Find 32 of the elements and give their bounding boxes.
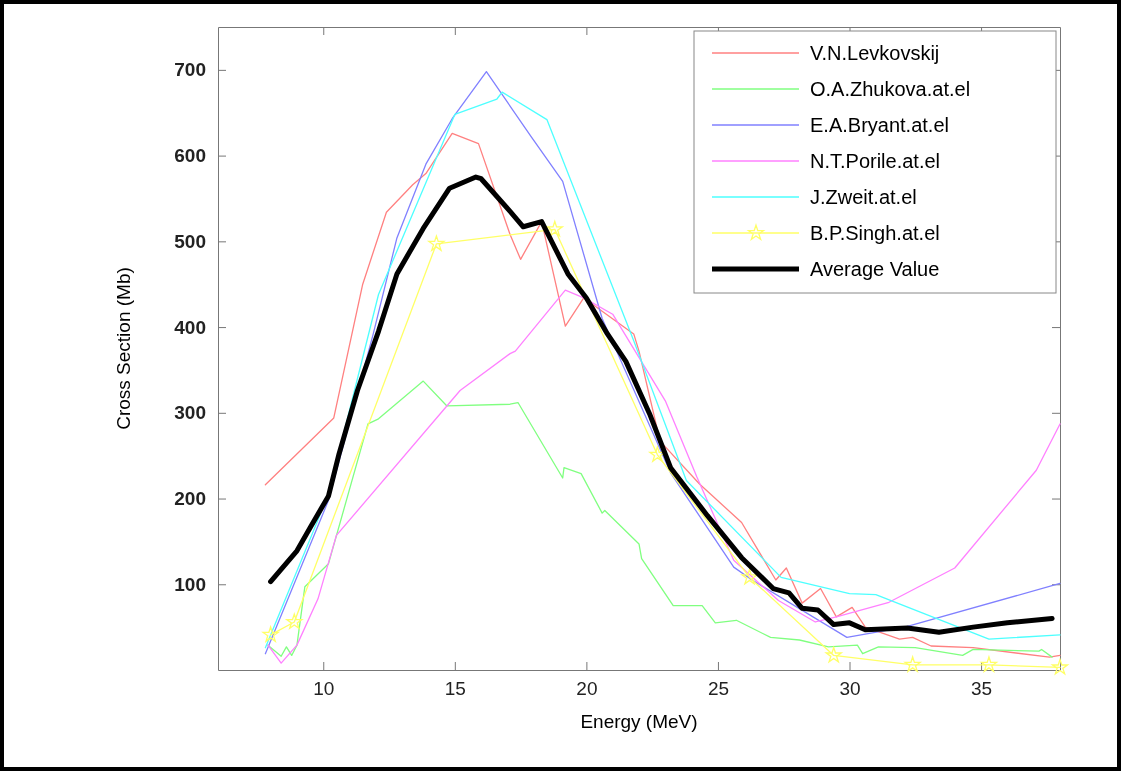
point [546,220,563,237]
y-tick-label: 200 [174,488,206,510]
y-tick-label: 500 [174,230,206,252]
point [1051,658,1069,675]
point [904,656,921,672]
x-tick-label: 35 [970,678,993,700]
point [262,626,279,642]
y-tick-label: 600 [174,145,206,167]
y-tick-label: 700 [174,59,206,81]
x-tick-label: 25 [707,678,730,700]
legend-label: V.N.Levkovskij [810,42,940,64]
legend-label: B.P.Singh.at.el [810,222,940,244]
legend-label: N.T.Porile.at.el [810,150,941,172]
y-tick-label: 100 [174,573,206,595]
point [825,646,842,663]
point [980,656,998,672]
point [286,613,303,630]
y-tick-label: 300 [174,402,206,424]
x-tick-label: 30 [839,678,861,700]
point [428,235,445,251]
x-tick-label: 10 [313,678,335,700]
legend-label: Average Value [810,258,940,280]
y-tick-label: 400 [174,316,206,338]
legend-label: E.A.Bryant.at.el [810,114,949,136]
y-axis-title: Cross Section (Mb) [113,267,134,430]
x-axis-title: Energy (MeV) [580,711,698,732]
line-series [267,289,1061,664]
legend-label: O.A.Zhukova.at.el [810,78,971,100]
legend-label: J.Zweit.at.el [810,186,917,208]
x-tick-label: 20 [576,678,598,700]
point [741,568,758,585]
x-tick-label: 15 [444,678,466,700]
